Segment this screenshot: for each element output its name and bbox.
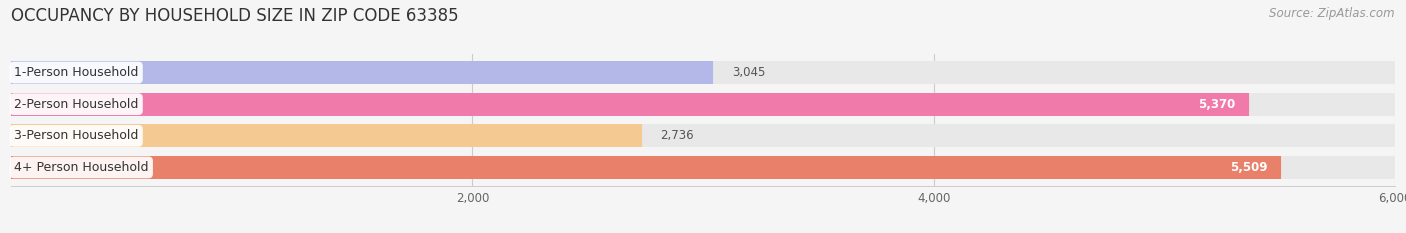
Text: 5,370: 5,370 (1198, 98, 1236, 111)
Bar (11, 156, 1281, 179)
Text: OCCUPANCY BY HOUSEHOLD SIZE IN ZIP CODE 63385: OCCUPANCY BY HOUSEHOLD SIZE IN ZIP CODE … (11, 7, 458, 25)
Text: 2-Person Household: 2-Person Household (14, 98, 138, 111)
Text: 4+ Person Household: 4+ Person Household (14, 161, 149, 174)
Text: 1-Person Household: 1-Person Household (14, 66, 138, 79)
Text: 2,736: 2,736 (661, 129, 695, 142)
Text: 3,045: 3,045 (733, 66, 765, 79)
Text: Source: ZipAtlas.com: Source: ZipAtlas.com (1270, 7, 1395, 20)
Bar (11, 156, 1395, 179)
Bar (11, 124, 1395, 147)
Bar (11, 61, 713, 84)
Bar (11, 61, 1395, 84)
Text: 5,509: 5,509 (1230, 161, 1268, 174)
Bar (11, 93, 1250, 116)
Text: 3-Person Household: 3-Person Household (14, 129, 138, 142)
Bar (11, 93, 1395, 116)
Bar (11, 124, 643, 147)
